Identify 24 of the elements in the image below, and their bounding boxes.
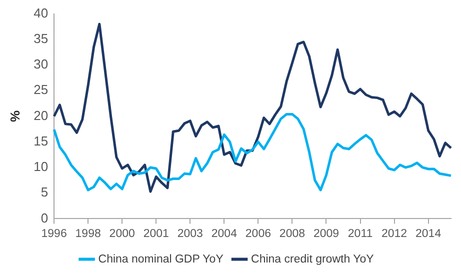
x-tick-label: 2006 [245,228,271,240]
y-axis-title: % [7,110,22,122]
x-tick-label: 2000 [109,228,135,240]
y-tick-label: 40 [34,5,48,20]
legend-label: China nominal GDP YoY [98,253,224,266]
x-tick-label: 1996 [41,228,67,240]
x-tick-label: 2014 [416,228,442,240]
y-tick-label: 30 [34,56,48,72]
y-tick-label: 15 [34,133,48,148]
y-tick-label: 0 [40,210,48,226]
y-tick-label: 35 [34,30,48,46]
x-tick-label: 2003 [177,228,203,240]
x-tick-label: 2001 [143,228,169,240]
y-tick-label: 5 [40,184,48,200]
legend-label: China credit growth YoY [251,253,374,266]
y-tick-label: 10 [34,159,48,174]
y-tick-label: 20 [34,108,48,123]
y-tick-label: 25 [34,82,48,98]
x-tick-label: 2009 [313,228,340,240]
x-tick-label: 2012 [381,228,408,240]
x-tick-label: 2008 [279,228,306,240]
x-tick-label: 1998 [75,228,101,240]
x-tick-label: 2011 [348,228,373,240]
x-tick-label: 2004 [211,228,238,240]
